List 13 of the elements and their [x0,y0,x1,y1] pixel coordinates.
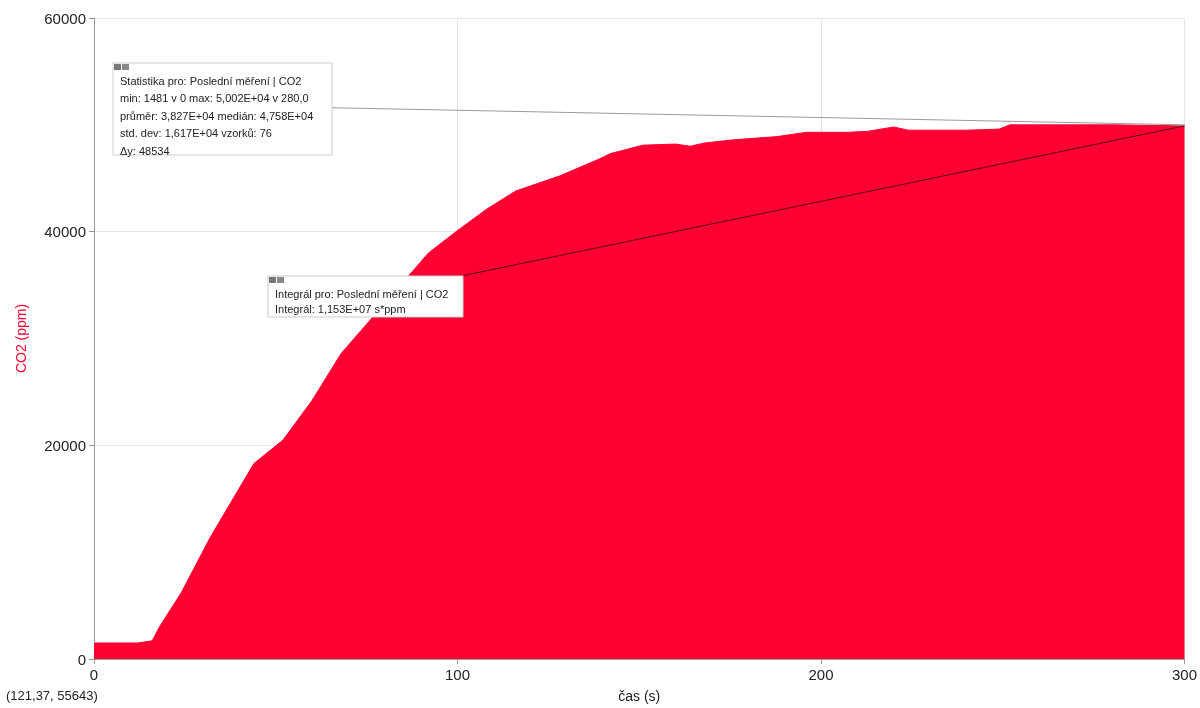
y-tick-label: 20000 [44,436,86,454]
y-tick-label: 0 [77,650,86,668]
annotation: Statistika pro: Poslední měření | CO2 min: 1481 v 0 max: 5,002E+04 v 280,0 průměr: 3,827E+04 medián: 4,758E+04 std. dev: 1,617E+04 vzorků: 76 Δy: 48534 [120,74,314,157]
x-tick-label: 100 [444,666,471,683]
x-tick-label: 200 [808,666,834,683]
x-tick-label: 300 [1171,666,1197,683]
y-tick-label: 40000 [44,223,86,241]
annotation: Integrál pro: Poslední měření | CO2 Integrál: 1,153E+07 s*ppm [275,287,449,315]
x-tick-label: 0 [89,666,99,683]
y-tick-label: 60000 [44,9,86,27]
y-axis-title: CO2 (ppm) [13,303,29,374]
text: (121,37, 55643) [6,688,98,703]
x-axis-title: čas (s) [618,688,661,704]
